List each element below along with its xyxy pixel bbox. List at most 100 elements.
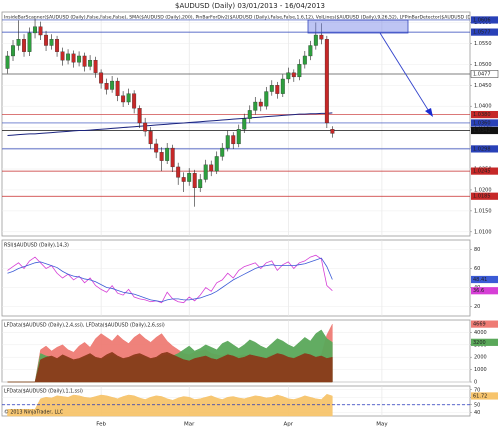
candle-body: [16, 39, 21, 46]
candle-body: [143, 122, 148, 132]
candle-body: [60, 51, 65, 61]
candle-body: [5, 55, 10, 69]
copyright: © 2013 NinjaTrader, LLC: [4, 409, 64, 416]
candle-body: [82, 55, 87, 67]
x-tick-label: May: [376, 422, 388, 428]
y-tick-label: 50: [474, 402, 480, 408]
candle-body: [258, 101, 263, 107]
arrow-head: [425, 108, 433, 117]
value-box-label: 61.72: [473, 393, 487, 399]
panel-title: LFData($AUDUSD (Daily),2,4,ssi), LFData(…: [4, 323, 165, 329]
price-box: [471, 126, 498, 135]
y-tick-label: 1.0400: [474, 104, 492, 110]
candle-body: [27, 32, 32, 52]
candle-body: [55, 39, 60, 52]
y-tick-label: 80: [474, 247, 480, 253]
candle-body: [132, 93, 137, 109]
candle-body: [33, 26, 37, 34]
value-box-label: 48.41: [473, 277, 487, 283]
price-box-label: 1.0577: [473, 30, 491, 36]
price-box-label: 1.0185: [473, 194, 491, 200]
y-tick-label: 1.0200: [474, 187, 492, 193]
indicator-area: [7, 351, 333, 383]
candle-body: [297, 64, 302, 78]
panel-title: LFData($AUDUSD (Daily),1,1,ssi): [4, 389, 83, 395]
candle-body: [181, 177, 186, 182]
value-box: [471, 392, 498, 400]
drawing-objects: [307, 19, 433, 117]
panel-title: RSI($AUDUSD (Daily),14,3): [4, 243, 69, 249]
y-tick-label: 1.0100: [474, 229, 492, 235]
candle-body: [264, 91, 269, 107]
candle-body: [220, 147, 225, 157]
candle-body: [71, 53, 76, 63]
indicator-line: [7, 254, 333, 304]
price-box-label: 1.0342: [473, 128, 491, 134]
x-tick-label: Feb: [96, 422, 106, 428]
candle-body: [77, 55, 82, 63]
price-box: [471, 28, 498, 36]
candle-body: [198, 179, 203, 189]
arrow-line: [379, 32, 431, 114]
value-box: [471, 275, 498, 284]
candle-body: [121, 95, 126, 103]
candle-body: [110, 80, 115, 90]
candle-body: [38, 26, 43, 36]
panel-frame: [1, 11, 471, 237]
candle-body: [319, 34, 324, 40]
x-tick-label: Mar: [184, 422, 195, 428]
value-box: [471, 287, 498, 295]
y-tick-label: 4000: [474, 330, 487, 336]
y-tick-label: 1.0450: [474, 83, 492, 89]
candle-body: [93, 59, 98, 73]
candle-body: [214, 156, 219, 172]
candle-body: [247, 110, 252, 119]
candle-body: [88, 59, 93, 67]
price-box: [470, 70, 499, 78]
candle-body: [154, 143, 159, 153]
price-box-label: 1.0360: [473, 120, 491, 126]
candle-body: [99, 72, 104, 84]
candle-body: [280, 78, 285, 94]
value-box-label: 36.6: [473, 288, 484, 294]
candle-body: [231, 135, 236, 145]
candle-body: [44, 34, 48, 46]
value-box: [471, 338, 498, 346]
candle-body: [159, 152, 164, 161]
candle-body: [11, 45, 15, 57]
y-tick-label: 1.0500: [474, 62, 492, 68]
price-box-label: 1.0606: [473, 17, 491, 23]
price-box-label: 1.0245: [473, 169, 491, 175]
y-tick-label: 40: [474, 410, 480, 416]
candle-body: [49, 39, 54, 46]
price-box: [471, 145, 498, 153]
price-box-label: 1.0477: [473, 71, 491, 77]
y-tick-label: 2000: [474, 355, 487, 361]
y-tick-label: 70: [474, 387, 480, 393]
y-tick-label: 60: [474, 266, 480, 272]
x-tick-label: Apr: [284, 422, 294, 428]
candle-body: [203, 164, 208, 180]
candle-body: [187, 173, 192, 182]
y-tick-label: 1.0150: [474, 208, 492, 214]
chart-title: $AUDUSD (Daily) 03/01/2013 - 16/04/2013: [175, 2, 325, 10]
candle-body: [286, 72, 291, 80]
price-box: [471, 167, 498, 175]
price-box-label: 1.0298: [473, 146, 491, 152]
candle-body: [236, 129, 241, 145]
candle-body: [22, 39, 26, 52]
candle-body: [137, 108, 142, 124]
value-box: [471, 320, 498, 328]
candle-body: [269, 85, 274, 92]
candle-body: [170, 147, 175, 168]
price-box: [471, 119, 498, 127]
y-tick-label: 20: [474, 304, 480, 310]
candle-body: [253, 101, 258, 111]
candle-body: [115, 80, 120, 96]
candle-body: [104, 83, 109, 90]
candle-body: [313, 34, 318, 46]
candle-body: [126, 93, 131, 103]
y-tick-label: 1000: [474, 367, 487, 373]
value-box-label: 4669: [473, 322, 486, 328]
